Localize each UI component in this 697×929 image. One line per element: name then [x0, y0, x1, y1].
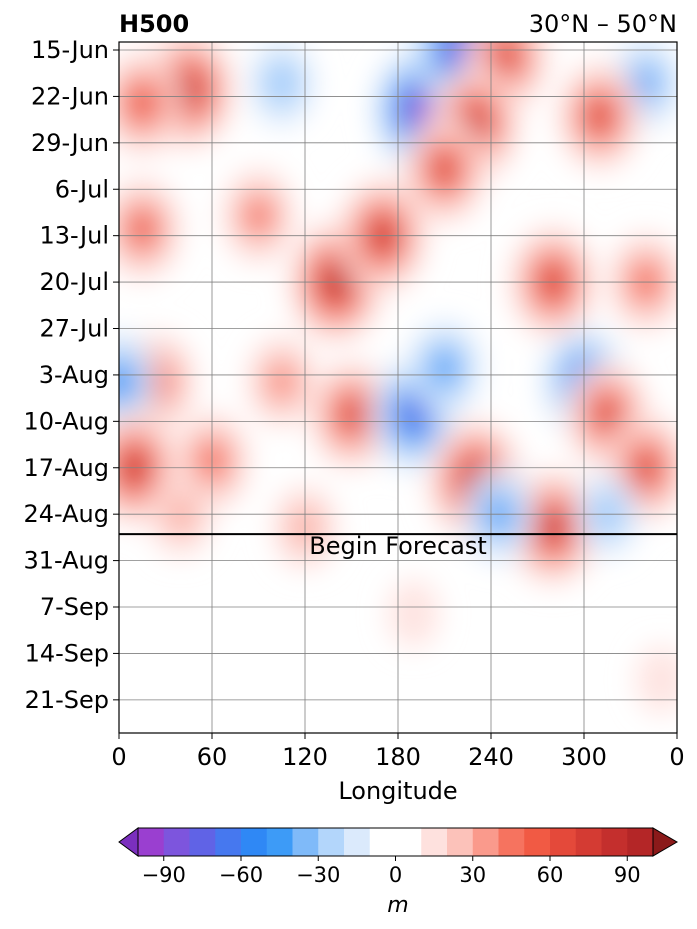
forecast-label: Begin Forecast	[309, 532, 487, 560]
x-tick-label: 60	[197, 743, 228, 771]
colorbar-tick-label: −60	[219, 863, 263, 887]
colorbar-segment	[601, 828, 628, 856]
colorbar-segment	[138, 828, 165, 856]
chart-subtitle: 30°N – 50°N	[529, 10, 677, 38]
colorbar-tick-label: 90	[614, 863, 641, 887]
colorbar-segment	[266, 828, 293, 856]
y-tick-label: 31-Aug	[23, 547, 109, 575]
colorbar-tick-label: 30	[459, 863, 486, 887]
colorbar-ticks: −90 −60 −30 0 30 60 90	[142, 856, 641, 887]
y-tick-label: 29-Jun	[31, 129, 109, 157]
y-axis: 15-Jun 22-Jun 29-Jun 6-Jul 13-Jul 20-Jul 27-Ju…	[23, 36, 119, 714]
y-tick-label: 7-Sep	[40, 593, 109, 621]
colorbar	[118, 827, 678, 857]
anomaly-blob	[408, 320, 481, 416]
anomaly-blob	[636, 645, 677, 715]
anomaly-blob	[119, 178, 182, 281]
x-tick-label: 0	[111, 743, 126, 771]
colorbar-segment	[627, 828, 654, 856]
anomaly-blob	[309, 360, 394, 470]
colorbar-segment	[524, 828, 551, 856]
x-tick-label: 0	[669, 743, 684, 771]
colorbar-segment	[575, 828, 602, 856]
colorbar-segment	[241, 828, 268, 856]
y-tick-label: 13-Jul	[40, 222, 110, 250]
anomaly-blob	[119, 332, 157, 431]
colorbar-label: m	[387, 893, 408, 918]
anomaly-blob	[370, 358, 457, 471]
anomaly-blob	[557, 61, 642, 171]
colorbar-extend-high	[652, 827, 678, 857]
anomaly-blob	[402, 114, 487, 224]
x-tick-label: 300	[561, 743, 607, 771]
y-tick-label: 22-Jun	[31, 82, 109, 110]
colorbar-segment	[550, 828, 577, 856]
colorbar-segment	[498, 828, 525, 856]
colorbar-segment	[421, 828, 448, 856]
colorbar-segment	[292, 828, 319, 856]
colorbar-segment	[163, 828, 190, 856]
y-tick-label: 17-Aug	[23, 454, 109, 482]
anomaly-blob	[388, 579, 439, 648]
colorbar-tick-label: 60	[537, 863, 564, 887]
y-tick-label: 15-Jun	[31, 36, 109, 64]
heatmap-area	[119, 42, 677, 733]
colorbar-extend-low	[118, 827, 139, 857]
chart-title: H500	[119, 10, 189, 38]
colorbar-segment	[318, 828, 345, 856]
x-tick-label: 240	[468, 743, 514, 771]
y-tick-label: 14-Sep	[25, 639, 109, 667]
colorbar-segment	[447, 828, 474, 856]
anomaly-blob	[222, 168, 295, 264]
y-tick-label: 10-Aug	[23, 407, 109, 435]
colorbar-tick-label: −90	[142, 863, 186, 887]
y-tick-label: 6-Jul	[55, 175, 109, 203]
y-tick-label: 20-Jul	[40, 268, 110, 296]
y-tick-label: 24-Aug	[23, 500, 109, 528]
x-axis-label: Longitude	[338, 777, 457, 805]
colorbar-segment	[189, 828, 216, 856]
x-tick-label: 180	[375, 743, 421, 771]
anomaly-blob	[249, 42, 315, 127]
colorbar-tick-label: 0	[389, 863, 402, 887]
y-tick-label: 27-Jul	[40, 315, 110, 343]
colorbar-segment	[344, 828, 371, 856]
y-tick-label: 21-Sep	[25, 686, 109, 714]
x-tick-label: 120	[282, 743, 328, 771]
colorbar-segment	[472, 828, 499, 856]
colorbar-segment	[369, 828, 422, 856]
anomaly-blob	[119, 50, 183, 156]
x-axis: 0 60 120 180 240 300 0	[111, 733, 685, 771]
colorbar-segment	[215, 828, 242, 856]
colorbar-tick-label: −30	[296, 863, 340, 887]
y-tick-label: 3-Aug	[39, 361, 109, 389]
anomaly-blob	[247, 335, 317, 428]
